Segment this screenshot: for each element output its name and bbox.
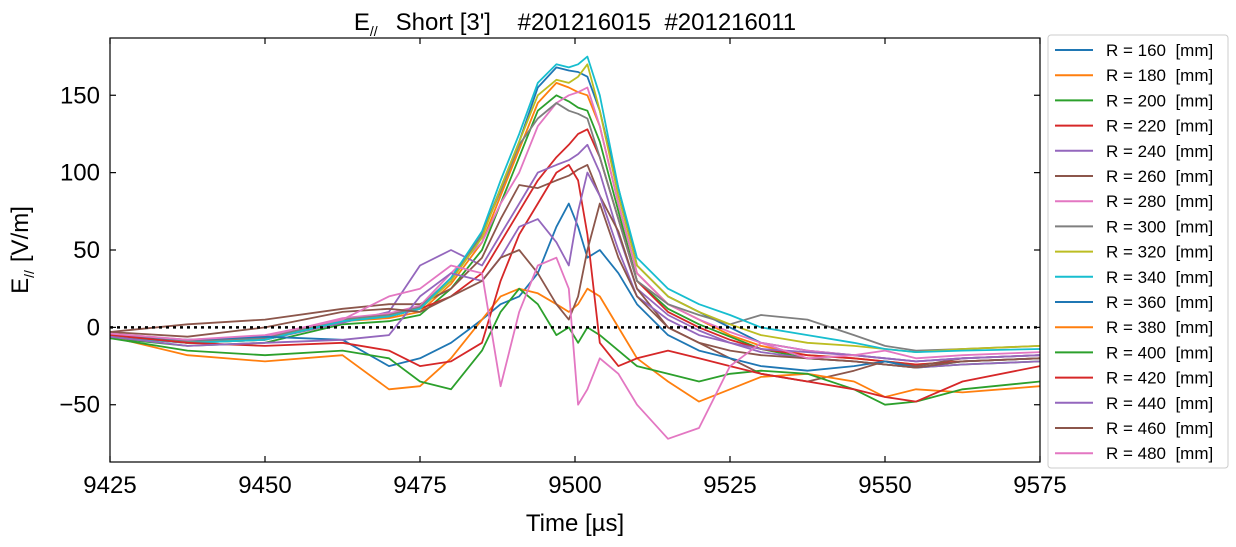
series-line-1 — [110, 82, 1040, 366]
legend-label-12: R = 400 [mm] — [1106, 343, 1213, 362]
x-tick-label-2: 9475 — [393, 472, 446, 499]
y-tick-label-3: 100 — [60, 160, 100, 187]
series-line-14 — [110, 171, 1040, 363]
legend-label-4: R = 240 [mm] — [1106, 142, 1213, 161]
series-line-4 — [110, 143, 1040, 369]
plot-area: 9425 9450 9475 9500 9525 9550 9575 −50 0 50 100 15… — [59, 37, 1067, 499]
x-tick-label-6: 9575 — [1013, 472, 1066, 499]
series-line-16 — [110, 256, 1040, 440]
legend-label-2: R = 200 [mm] — [1106, 91, 1213, 110]
legend-label-11: R = 380 [mm] — [1106, 318, 1213, 337]
series-line-9 — [110, 55, 1040, 353]
title-subscript: // — [370, 23, 378, 39]
svg-text:E//[V/m]: E// [V/m] — [7, 206, 37, 294]
x-tick-label-4: 9525 — [703, 472, 756, 499]
legend: R = 160 [mm] R = 180 [mm] R = 200 [mm] R = … — [1047, 34, 1229, 469]
legend-label-10: R = 360 [mm] — [1106, 293, 1213, 312]
legend-label-15: R = 460 [mm] — [1106, 419, 1213, 438]
legend-label-3: R = 220 [mm] — [1106, 117, 1213, 136]
series-line-15 — [110, 202, 1040, 369]
series-line-5 — [110, 164, 1040, 383]
legend-label-9: R = 340 [mm] — [1106, 268, 1213, 287]
x-tick-label-3: 9500 — [548, 472, 601, 499]
y-tick-label-2: 50 — [73, 237, 100, 264]
series-line-10 — [110, 202, 1040, 372]
legend-label-7: R = 300 [mm] — [1106, 217, 1213, 236]
legend-label-6: R = 280 [mm] — [1106, 192, 1213, 211]
legend-label-14: R = 440 [mm] — [1106, 394, 1213, 413]
series-line-0 — [110, 66, 1040, 363]
legend-label-8: R = 320 [mm] — [1106, 243, 1213, 262]
y-tick-label-0: −50 — [59, 392, 100, 419]
chart-title: E// Short [3'] #201216015 #201216011 — [354, 9, 796, 39]
legend-label-13: R = 420 [mm] — [1106, 369, 1213, 388]
x-tick-label-0: 9425 — [83, 472, 136, 499]
y-tick-label-4: 150 — [60, 82, 100, 109]
series-line-13 — [110, 164, 1040, 403]
legend-label-0: R = 160 [mm] — [1106, 41, 1213, 60]
legend-label-1: R = 180 [mm] — [1106, 66, 1213, 85]
legend-label-16: R = 480 [mm] — [1106, 444, 1213, 463]
series-line-8 — [110, 63, 1040, 353]
series-line-12 — [110, 287, 1040, 406]
y-axis-title: E// [V/m] — [7, 206, 37, 294]
y-axis: −50 0 50 100 150 — [59, 82, 1040, 419]
ylabel-symbol: E — [7, 278, 34, 294]
svg-text:E//Short [3'] #201216015 #: E// Short [3'] #201216015 #201216011 — [354, 9, 796, 39]
title-rest: Short [3'] #201216015 #201216011 — [396, 9, 796, 36]
x-axis-title: Time [µs] — [526, 510, 624, 537]
y-tick-label-1: 0 — [87, 314, 100, 341]
legend-label-5: R = 260 [mm] — [1106, 167, 1213, 186]
title-symbol: E — [354, 9, 370, 36]
ylabel-subscript: // — [21, 270, 37, 278]
ylabel-rest: [V/m] — [7, 206, 34, 262]
x-tick-label-1: 9450 — [238, 472, 291, 499]
x-axis: 9425 9450 9475 9500 9525 9550 9575 — [83, 38, 1067, 499]
series-line-11 — [110, 287, 1040, 403]
legend-frame — [1047, 34, 1229, 469]
x-tick-label-5: 9550 — [858, 472, 911, 499]
